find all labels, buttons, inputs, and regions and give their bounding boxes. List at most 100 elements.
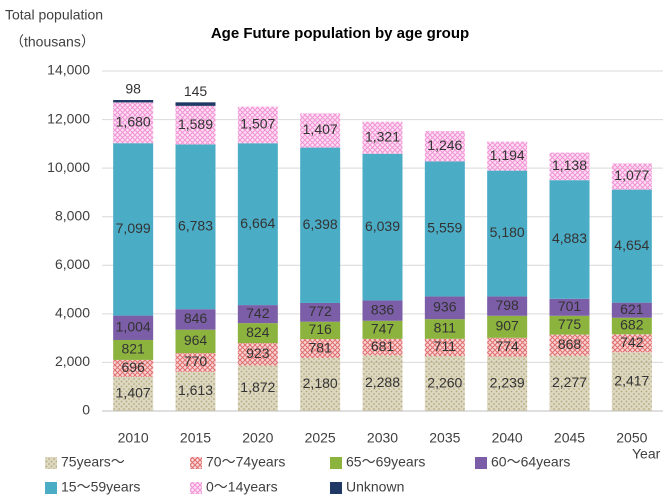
bar-segment bbox=[113, 376, 154, 411]
legend-swatch bbox=[190, 457, 202, 469]
bar-segment bbox=[175, 353, 216, 372]
value-label: 2,277 bbox=[552, 374, 587, 390]
bar-segment bbox=[487, 141, 528, 171]
value-label: 774 bbox=[495, 338, 519, 354]
bar-segment bbox=[237, 305, 278, 324]
value-label: 6,664 bbox=[240, 215, 275, 231]
bar-segment bbox=[487, 337, 528, 357]
bar-segment bbox=[424, 319, 465, 339]
bar-segment bbox=[362, 300, 403, 321]
x-tick-label: 2040 bbox=[492, 430, 523, 446]
bar-segment bbox=[175, 102, 216, 106]
y-axis-unit: （thousans） bbox=[10, 34, 95, 50]
value-label: 923 bbox=[246, 345, 270, 361]
value-label: 145 bbox=[184, 83, 208, 99]
bar-segment bbox=[175, 329, 216, 354]
value-label: 836 bbox=[371, 301, 395, 317]
bar-segment bbox=[611, 189, 652, 303]
bar-segment bbox=[424, 161, 465, 297]
value-label: 2,288 bbox=[365, 374, 400, 390]
legend-label: 65〜69years bbox=[346, 454, 425, 470]
value-label: 1,872 bbox=[240, 379, 275, 395]
legend-swatch bbox=[330, 457, 342, 469]
x-tick-label: 2035 bbox=[429, 430, 460, 446]
value-label: 681 bbox=[371, 338, 395, 354]
value-label: 1,507 bbox=[240, 116, 275, 132]
bar-segment bbox=[611, 334, 652, 353]
value-label: 742 bbox=[246, 305, 270, 321]
bar-segment bbox=[549, 180, 590, 299]
value-label: 7,099 bbox=[116, 220, 151, 236]
value-label: 1,004 bbox=[116, 319, 151, 335]
bar-segment bbox=[175, 144, 216, 310]
value-label: 821 bbox=[121, 341, 145, 357]
y-tick-label: 12,000 bbox=[47, 110, 90, 126]
value-label: 6,398 bbox=[303, 216, 338, 232]
value-label: 1,613 bbox=[178, 382, 213, 398]
value-label: 846 bbox=[184, 310, 208, 326]
value-label: 2,239 bbox=[490, 375, 525, 391]
value-label: 701 bbox=[558, 298, 582, 314]
bar-segment bbox=[113, 100, 154, 103]
legend-label: 70〜74years bbox=[206, 454, 285, 470]
x-tick-label: 2030 bbox=[367, 430, 398, 446]
value-label: 711 bbox=[434, 338, 457, 354]
value-label: 2,180 bbox=[303, 375, 338, 391]
value-label: 682 bbox=[620, 317, 644, 333]
y-tick-label: 8,000 bbox=[55, 207, 90, 223]
legend-label: Unknown bbox=[346, 479, 404, 495]
bar-segment bbox=[237, 106, 278, 144]
value-label: 6,039 bbox=[365, 218, 400, 234]
value-label: 6,783 bbox=[178, 218, 213, 234]
value-label: 1,407 bbox=[303, 121, 338, 137]
value-label: 716 bbox=[308, 321, 332, 337]
bar-segment bbox=[300, 147, 341, 303]
x-tick-label: 2050 bbox=[616, 430, 647, 446]
value-label: 907 bbox=[495, 318, 519, 334]
bar-segment bbox=[549, 334, 590, 356]
bar-segment bbox=[237, 365, 278, 411]
bar-segment bbox=[237, 143, 278, 306]
value-label: 1,246 bbox=[427, 137, 462, 153]
legend-swatch bbox=[45, 457, 57, 469]
legend-label: 75years〜 bbox=[61, 454, 125, 470]
value-label: 4,654 bbox=[614, 237, 649, 253]
bar-segment bbox=[237, 323, 278, 344]
value-label: 775 bbox=[558, 316, 582, 332]
bar-segment bbox=[424, 131, 465, 162]
bar-segment bbox=[113, 315, 154, 340]
value-label: 868 bbox=[558, 336, 582, 352]
bar-segment bbox=[549, 315, 590, 335]
legend-swatch bbox=[190, 482, 202, 494]
bar-segment bbox=[487, 170, 528, 297]
x-tick-label: 2010 bbox=[118, 430, 149, 446]
x-tick-label: 2020 bbox=[242, 430, 273, 446]
bar-segment bbox=[549, 355, 590, 411]
chart-title: Age Future population by age group bbox=[211, 25, 469, 42]
legend-swatch bbox=[475, 457, 487, 469]
bar-segment bbox=[362, 355, 403, 411]
legend-swatch bbox=[330, 482, 342, 494]
value-label: 936 bbox=[433, 298, 457, 314]
bar-segment bbox=[113, 339, 154, 360]
value-label: 798 bbox=[495, 297, 519, 313]
y-tick-label: 4,000 bbox=[55, 305, 90, 321]
bar-segment bbox=[237, 343, 278, 366]
value-label: 5,559 bbox=[427, 220, 462, 236]
bar-segment bbox=[611, 163, 652, 190]
value-label: 2,417 bbox=[614, 372, 649, 388]
value-label: 811 bbox=[434, 320, 457, 336]
bar-segment bbox=[113, 102, 154, 144]
value-label: 696 bbox=[121, 359, 145, 375]
bar-segment bbox=[424, 296, 465, 320]
value-label: 5,180 bbox=[490, 224, 525, 240]
bar-segment bbox=[300, 113, 341, 148]
legend-label: 0〜14years bbox=[206, 479, 278, 495]
y-tick-label: 14,000 bbox=[47, 62, 90, 78]
bar-segment bbox=[300, 358, 341, 411]
bar-segment bbox=[362, 338, 403, 356]
bar-segment bbox=[487, 296, 528, 316]
bar-segment bbox=[300, 339, 341, 359]
bar-segment bbox=[549, 298, 590, 316]
